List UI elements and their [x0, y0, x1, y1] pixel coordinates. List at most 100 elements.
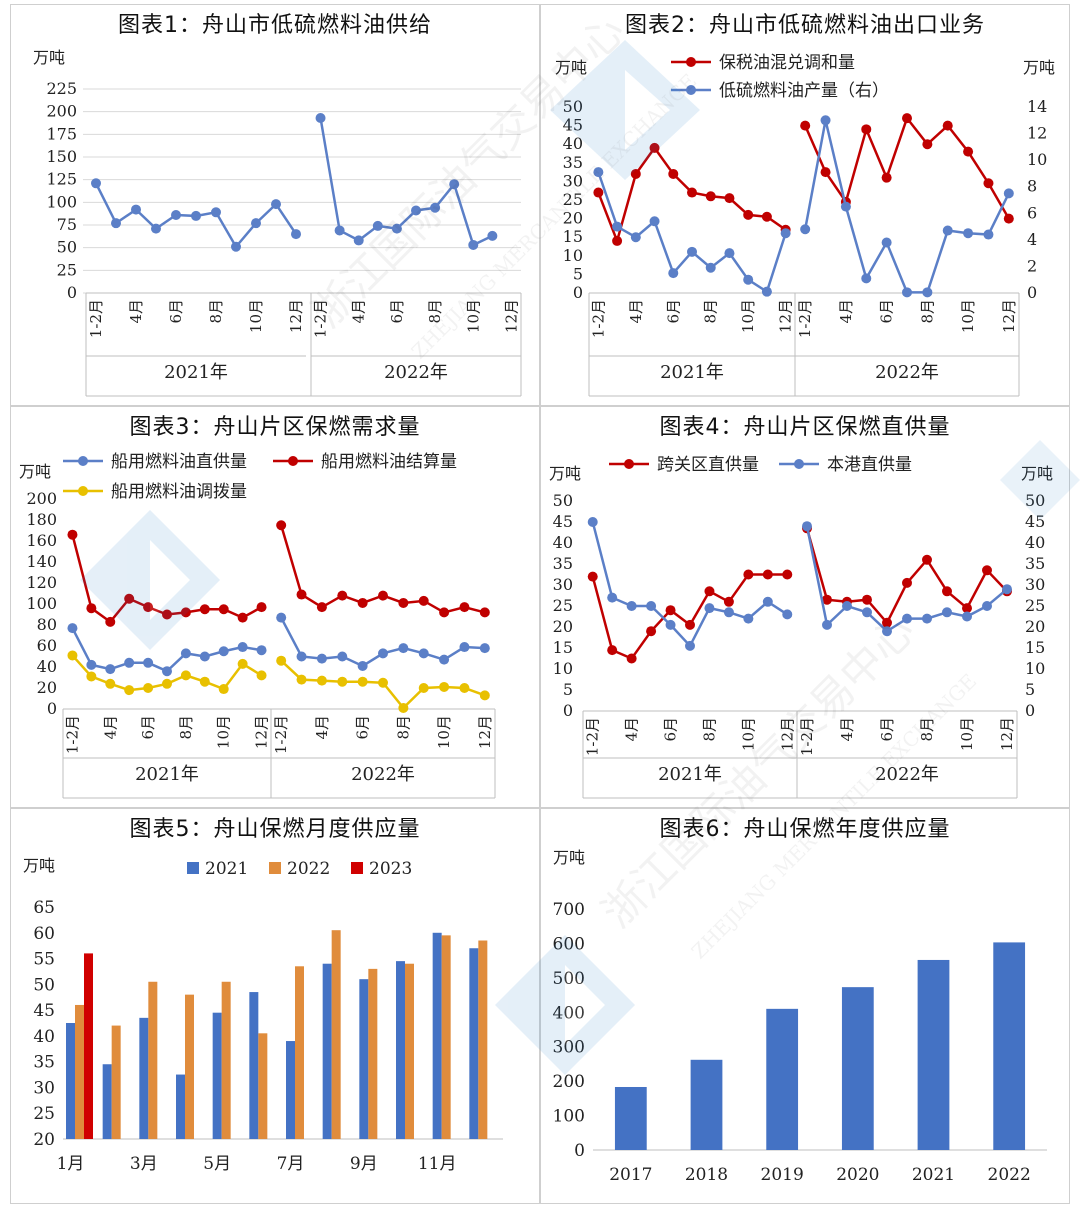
data-point: [276, 655, 287, 666]
bar: [614, 1086, 647, 1150]
legend-label-3: 2023: [369, 859, 412, 879]
x-tick-label: 10月: [959, 299, 977, 333]
data-point: [391, 223, 402, 234]
y-tick-label: 125: [46, 170, 77, 189]
y2-tick-label: 25: [1025, 596, 1045, 615]
x-tick-label: 1-2月: [63, 715, 81, 754]
data-point: [237, 642, 248, 653]
data-point: [418, 595, 429, 606]
x-tick-label: 1-2月: [87, 299, 105, 338]
data-point: [237, 612, 248, 623]
x-tick-label: 8月: [918, 299, 936, 324]
x-tick-label: 7月: [277, 1154, 305, 1174]
bar: [212, 1012, 222, 1139]
bar: [185, 994, 194, 1139]
y-tick-label: 100: [26, 594, 57, 613]
y-tick-label: 40: [553, 533, 573, 552]
bar: [441, 935, 451, 1139]
y2-tick-label: 35: [1025, 554, 1045, 573]
data-point: [337, 590, 348, 601]
y-tick-label: 60: [33, 924, 55, 944]
data-point: [237, 658, 248, 669]
y-tick-label: 25: [33, 1104, 55, 1124]
data-point: [378, 677, 388, 688]
x-tick-label: 2017: [609, 1165, 652, 1185]
y-tick-label: 0: [47, 699, 57, 718]
data-point: [626, 653, 637, 664]
data-point: [337, 676, 348, 687]
bar: [322, 963, 332, 1139]
y-tick-label: 40: [37, 657, 57, 676]
data-point: [862, 594, 872, 605]
data-point: [256, 602, 267, 613]
data-point: [439, 654, 450, 665]
y2-tick-label: 20: [1025, 617, 1045, 636]
y-tick-label: 45: [33, 1001, 55, 1021]
y-tick-label: 100: [553, 1107, 585, 1127]
x-tick-label: 10月: [958, 717, 976, 751]
y-tick-label: 65: [33, 898, 55, 918]
data-point: [418, 683, 429, 693]
x-tick-label: 12月: [778, 717, 796, 751]
data-point: [86, 603, 97, 614]
data-point: [723, 607, 734, 618]
data-point: [67, 529, 78, 540]
bar: [148, 981, 158, 1139]
x-tick-label: 2022: [988, 1165, 1031, 1185]
y-tick-label: 30: [33, 1078, 55, 1098]
y-tick-label: 40: [563, 134, 583, 153]
bar: [359, 979, 369, 1139]
data-point: [131, 204, 141, 215]
x-tick-label: 11月: [418, 1154, 457, 1174]
data-point: [942, 607, 952, 618]
chart-3-title: 图表3：舟山片区保燃需求量: [129, 415, 421, 440]
data-point: [743, 613, 754, 624]
data-point: [761, 211, 772, 222]
x-tick-label: 12月: [476, 715, 494, 749]
x-tick-label: 9月: [350, 1154, 378, 1174]
data-point: [162, 666, 172, 677]
data-point: [353, 235, 364, 246]
data-point: [668, 168, 679, 179]
x-tick-label: 5月: [203, 1154, 231, 1174]
group-label: 2021年: [164, 362, 228, 383]
bar: [690, 1059, 723, 1150]
bar: [917, 959, 950, 1150]
data-point: [705, 262, 716, 273]
legend-item-2-label: 本港直供量: [827, 455, 912, 475]
bar: [249, 992, 259, 1139]
y-tick-label: 10: [563, 246, 583, 265]
bar: [432, 932, 442, 1139]
data-point: [398, 702, 409, 713]
data-point: [704, 586, 715, 597]
bar: [139, 1017, 149, 1139]
legend-item-1-label: 船用燃料油直供量: [111, 452, 247, 472]
data-point: [143, 657, 154, 668]
y-tick-label: 175: [46, 124, 77, 143]
y-tick-label: 15: [553, 638, 573, 657]
data-point: [902, 287, 912, 298]
y-tick-label: 200: [553, 1072, 585, 1092]
x-tick-label: 8月: [177, 715, 195, 740]
legend-label-1: 2021: [205, 859, 248, 879]
group-label: 2021年: [658, 764, 722, 785]
legend-item-2-label: 船用燃料油结算量: [321, 452, 457, 472]
legend-item-1-label: 跨关区直供量: [657, 455, 759, 475]
y2-tick-label: 40: [1025, 533, 1045, 552]
legend-item-3-label: 船用燃料油调拨量: [111, 482, 247, 502]
x-tick-label: 12月: [1000, 299, 1018, 333]
y-axis-unit: 万吨: [33, 48, 65, 67]
data-point: [218, 646, 229, 657]
data-point: [705, 191, 716, 202]
x-tick-label: 4月: [350, 299, 368, 324]
data-point: [881, 172, 892, 183]
data-point: [800, 224, 811, 235]
y-tick-label: 600: [553, 934, 585, 954]
data-point: [685, 640, 695, 651]
data-point: [840, 201, 851, 212]
x-tick-label: 6月: [167, 299, 185, 324]
data-point: [942, 225, 953, 236]
data-point: [861, 124, 872, 135]
panel-chart-1: 图表1：舟山市低硫燃料油供给 0 25 50 75 100 125 150 175 200 225…: [10, 4, 540, 406]
